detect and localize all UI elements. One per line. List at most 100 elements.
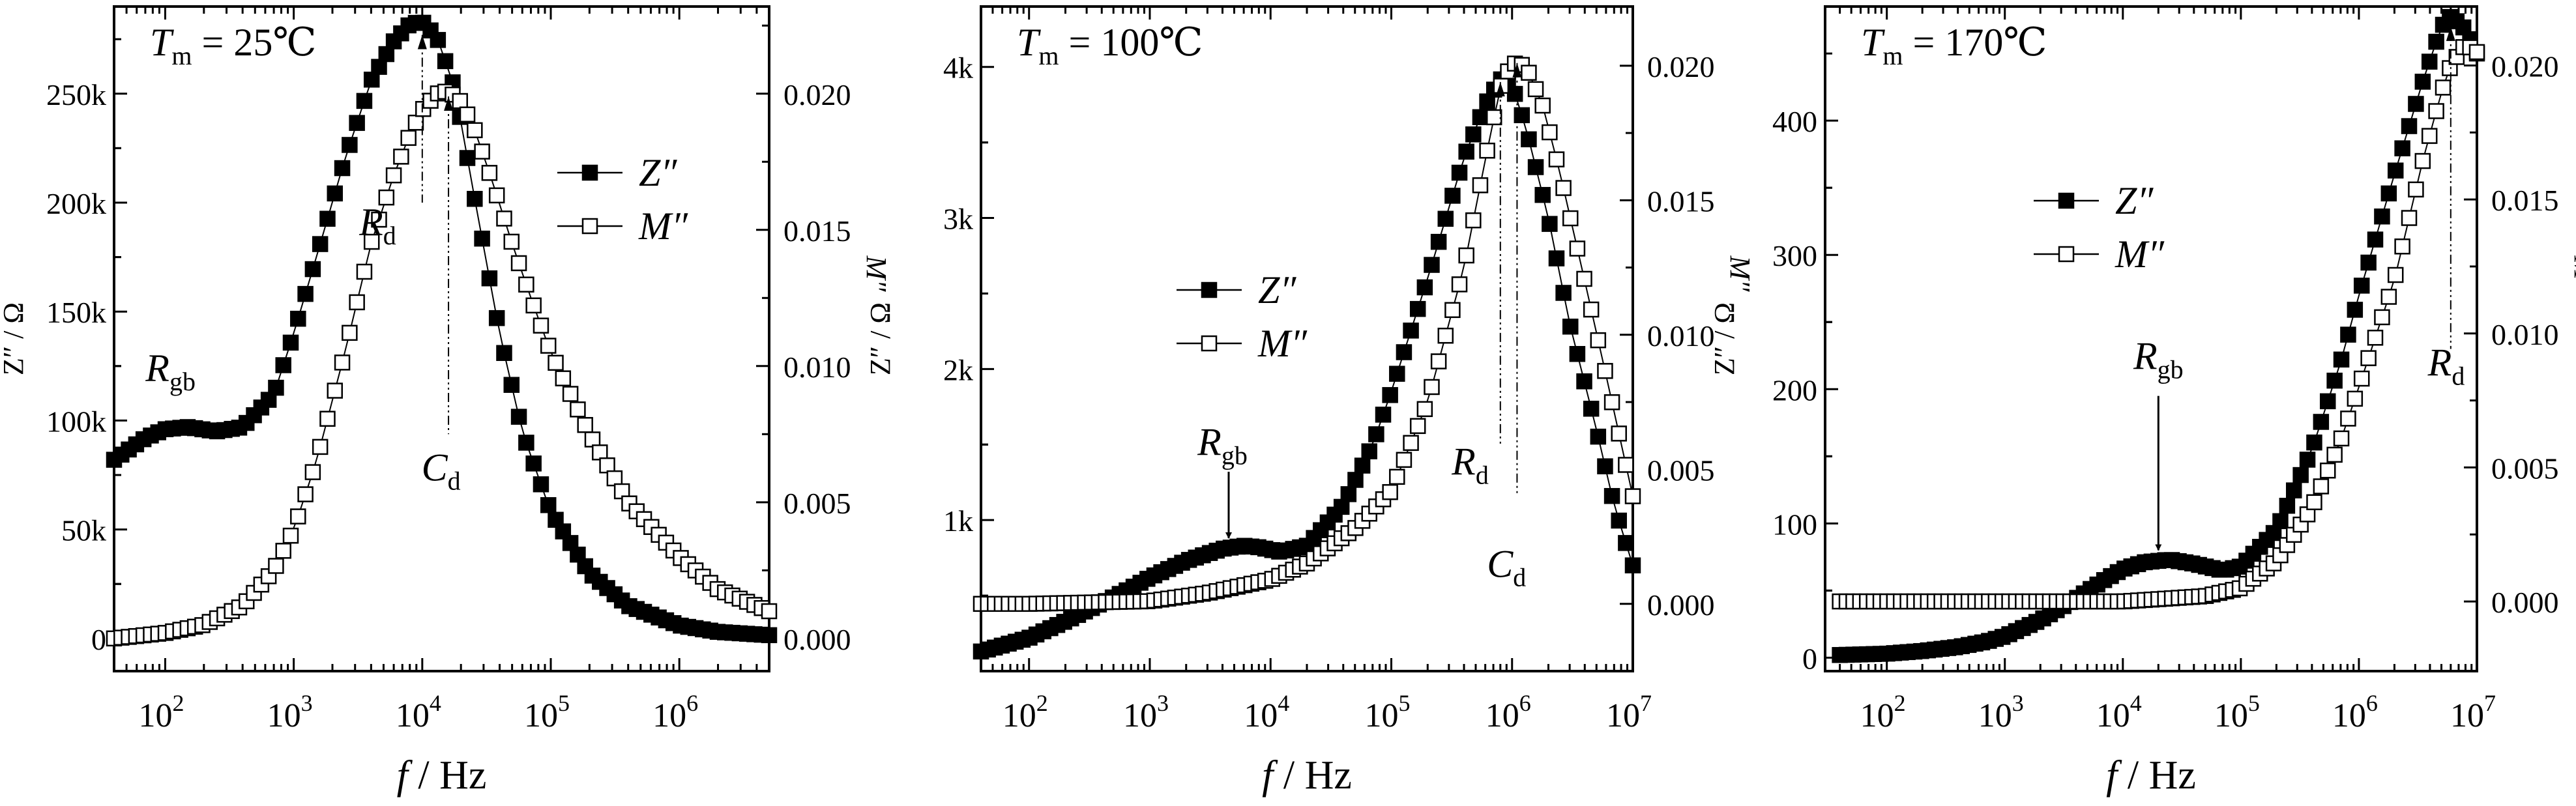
- y-right-tick-label: 0.005: [2491, 452, 2559, 485]
- m-data-point: [2387, 266, 2404, 283]
- m-data-point: [275, 543, 291, 559]
- m-data-point: [1444, 302, 1461, 319]
- z-data-point: [312, 236, 329, 252]
- peak-guide-arrowhead: [1495, 81, 1505, 96]
- m-data-point: [327, 382, 344, 399]
- m-data-point: [356, 263, 373, 280]
- m-data-point: [533, 317, 549, 334]
- m-data-point: [2313, 478, 2330, 495]
- y-right-tick-label: 0.005: [783, 487, 851, 520]
- z-data-point: [2353, 278, 2370, 294]
- y-left-tick-label: 100k: [46, 405, 106, 438]
- m-data-point: [400, 130, 417, 146]
- m-data-point: [2401, 210, 2418, 226]
- x-tick-label: 102: [1003, 690, 1048, 734]
- legend-label: Z″: [2115, 179, 2154, 222]
- z-data-point: [2333, 351, 2350, 368]
- x-tick-label: 105: [524, 690, 570, 734]
- z-data-point: [282, 334, 299, 351]
- z-data-point: [1624, 557, 1641, 573]
- m-data-point: [1534, 97, 1551, 114]
- z-data-point: [525, 455, 542, 472]
- z-data-point: [467, 190, 483, 207]
- m-data-point: [2380, 289, 2397, 305]
- series-m: [106, 83, 778, 647]
- z-data-point: [1603, 487, 1620, 504]
- z-data-point: [1451, 164, 1468, 181]
- annotation-r-d: Rd: [359, 201, 396, 250]
- y-left-axis-title: Z″ / Ω: [1708, 302, 1740, 375]
- legend-label: Z″: [1258, 268, 1296, 311]
- z-data-point: [503, 377, 520, 393]
- m-data-point: [407, 114, 424, 131]
- m-data-point: [1472, 177, 1489, 194]
- y-right-tick-label: 0.015: [1647, 184, 1715, 218]
- m-data-point: [349, 294, 365, 311]
- y-left-tick-label: 150k: [46, 296, 106, 329]
- m-data-point: [525, 297, 542, 314]
- y-left-axis-title: Z″ / Ω: [0, 302, 29, 375]
- m-data-point: [334, 354, 351, 371]
- z-data-point: [1597, 458, 1613, 474]
- m-data-point: [2421, 128, 2438, 144]
- m-data-point: [1451, 276, 1468, 293]
- z-data-point: [1437, 210, 1454, 227]
- annotation-c-d: Cd: [422, 446, 461, 495]
- m-data-point: [2428, 103, 2444, 119]
- y-right-tick-label: 0.005: [1647, 453, 1715, 487]
- z-data-point: [1389, 366, 1405, 382]
- legend: Z″ M″: [557, 151, 688, 248]
- m-data-point: [481, 165, 498, 181]
- m-data-point: [1618, 457, 1634, 473]
- legend-marker-z: [581, 164, 598, 181]
- y-right-axis-title: M″: [860, 255, 892, 293]
- z-data-point: [1514, 107, 1530, 124]
- z-data-point: [1354, 457, 1371, 474]
- m-data-point: [290, 508, 306, 525]
- m-data-point: [393, 149, 409, 165]
- z-data-point: [2421, 53, 2438, 70]
- z-data-point: [459, 150, 476, 166]
- z-data-point: [2272, 513, 2289, 530]
- z-data-point: [1465, 126, 1482, 143]
- chart-panel-100C: 102 103 104 105 106 107 1k 2k 3k 4k 0.000 0.005 0.01…: [864, 5, 1756, 798]
- y-left-tick-label: 4k: [943, 51, 973, 85]
- z-data-point: [1576, 373, 1592, 390]
- m-data-point: [570, 401, 586, 418]
- y-left-tick-label: 0: [1802, 642, 1817, 675]
- y-left-tick-label: 3k: [943, 203, 973, 236]
- m-data-point: [1548, 151, 1565, 167]
- z-data-point: [1521, 131, 1537, 148]
- legend-label: M″: [1257, 322, 1308, 365]
- m-data-point: [1486, 109, 1502, 126]
- m-data-point: [2333, 430, 2350, 447]
- m-data-point: [510, 255, 527, 272]
- z-data-point: [2380, 185, 2397, 202]
- legend-label: M″: [2115, 233, 2165, 276]
- y-right-tick-label: 0.015: [2491, 184, 2559, 217]
- y-left-tick-label: 0: [91, 623, 106, 656]
- m-data-point: [2347, 390, 2364, 407]
- m-data-point: [1569, 240, 1586, 257]
- x-tick-label: 105: [2214, 690, 2260, 734]
- z-data-point: [319, 210, 336, 227]
- z-data-point: [481, 270, 498, 287]
- z-data-point: [1527, 159, 1544, 175]
- z-data-point: [1396, 344, 1412, 360]
- m-data-point: [1576, 270, 1592, 287]
- y-right-tick-label: 0.020: [1647, 50, 1715, 83]
- m-data-point: [1597, 363, 1613, 379]
- z-data-point: [518, 435, 534, 451]
- m-data-point: [562, 386, 579, 402]
- y-left-tick-label: 250k: [46, 78, 106, 111]
- m-data-point: [363, 233, 380, 250]
- m-data-point: [297, 486, 314, 502]
- m-data-point: [2394, 238, 2410, 255]
- m-data-point: [1458, 247, 1474, 264]
- m-data-point: [268, 558, 284, 574]
- z-data-point: [356, 93, 373, 109]
- y-right-tick-label: 0.000: [783, 623, 851, 656]
- y-right-tick-label: 0.015: [783, 214, 851, 248]
- m-data-point: [1389, 468, 1405, 485]
- x-tick-label: 103: [1123, 690, 1169, 734]
